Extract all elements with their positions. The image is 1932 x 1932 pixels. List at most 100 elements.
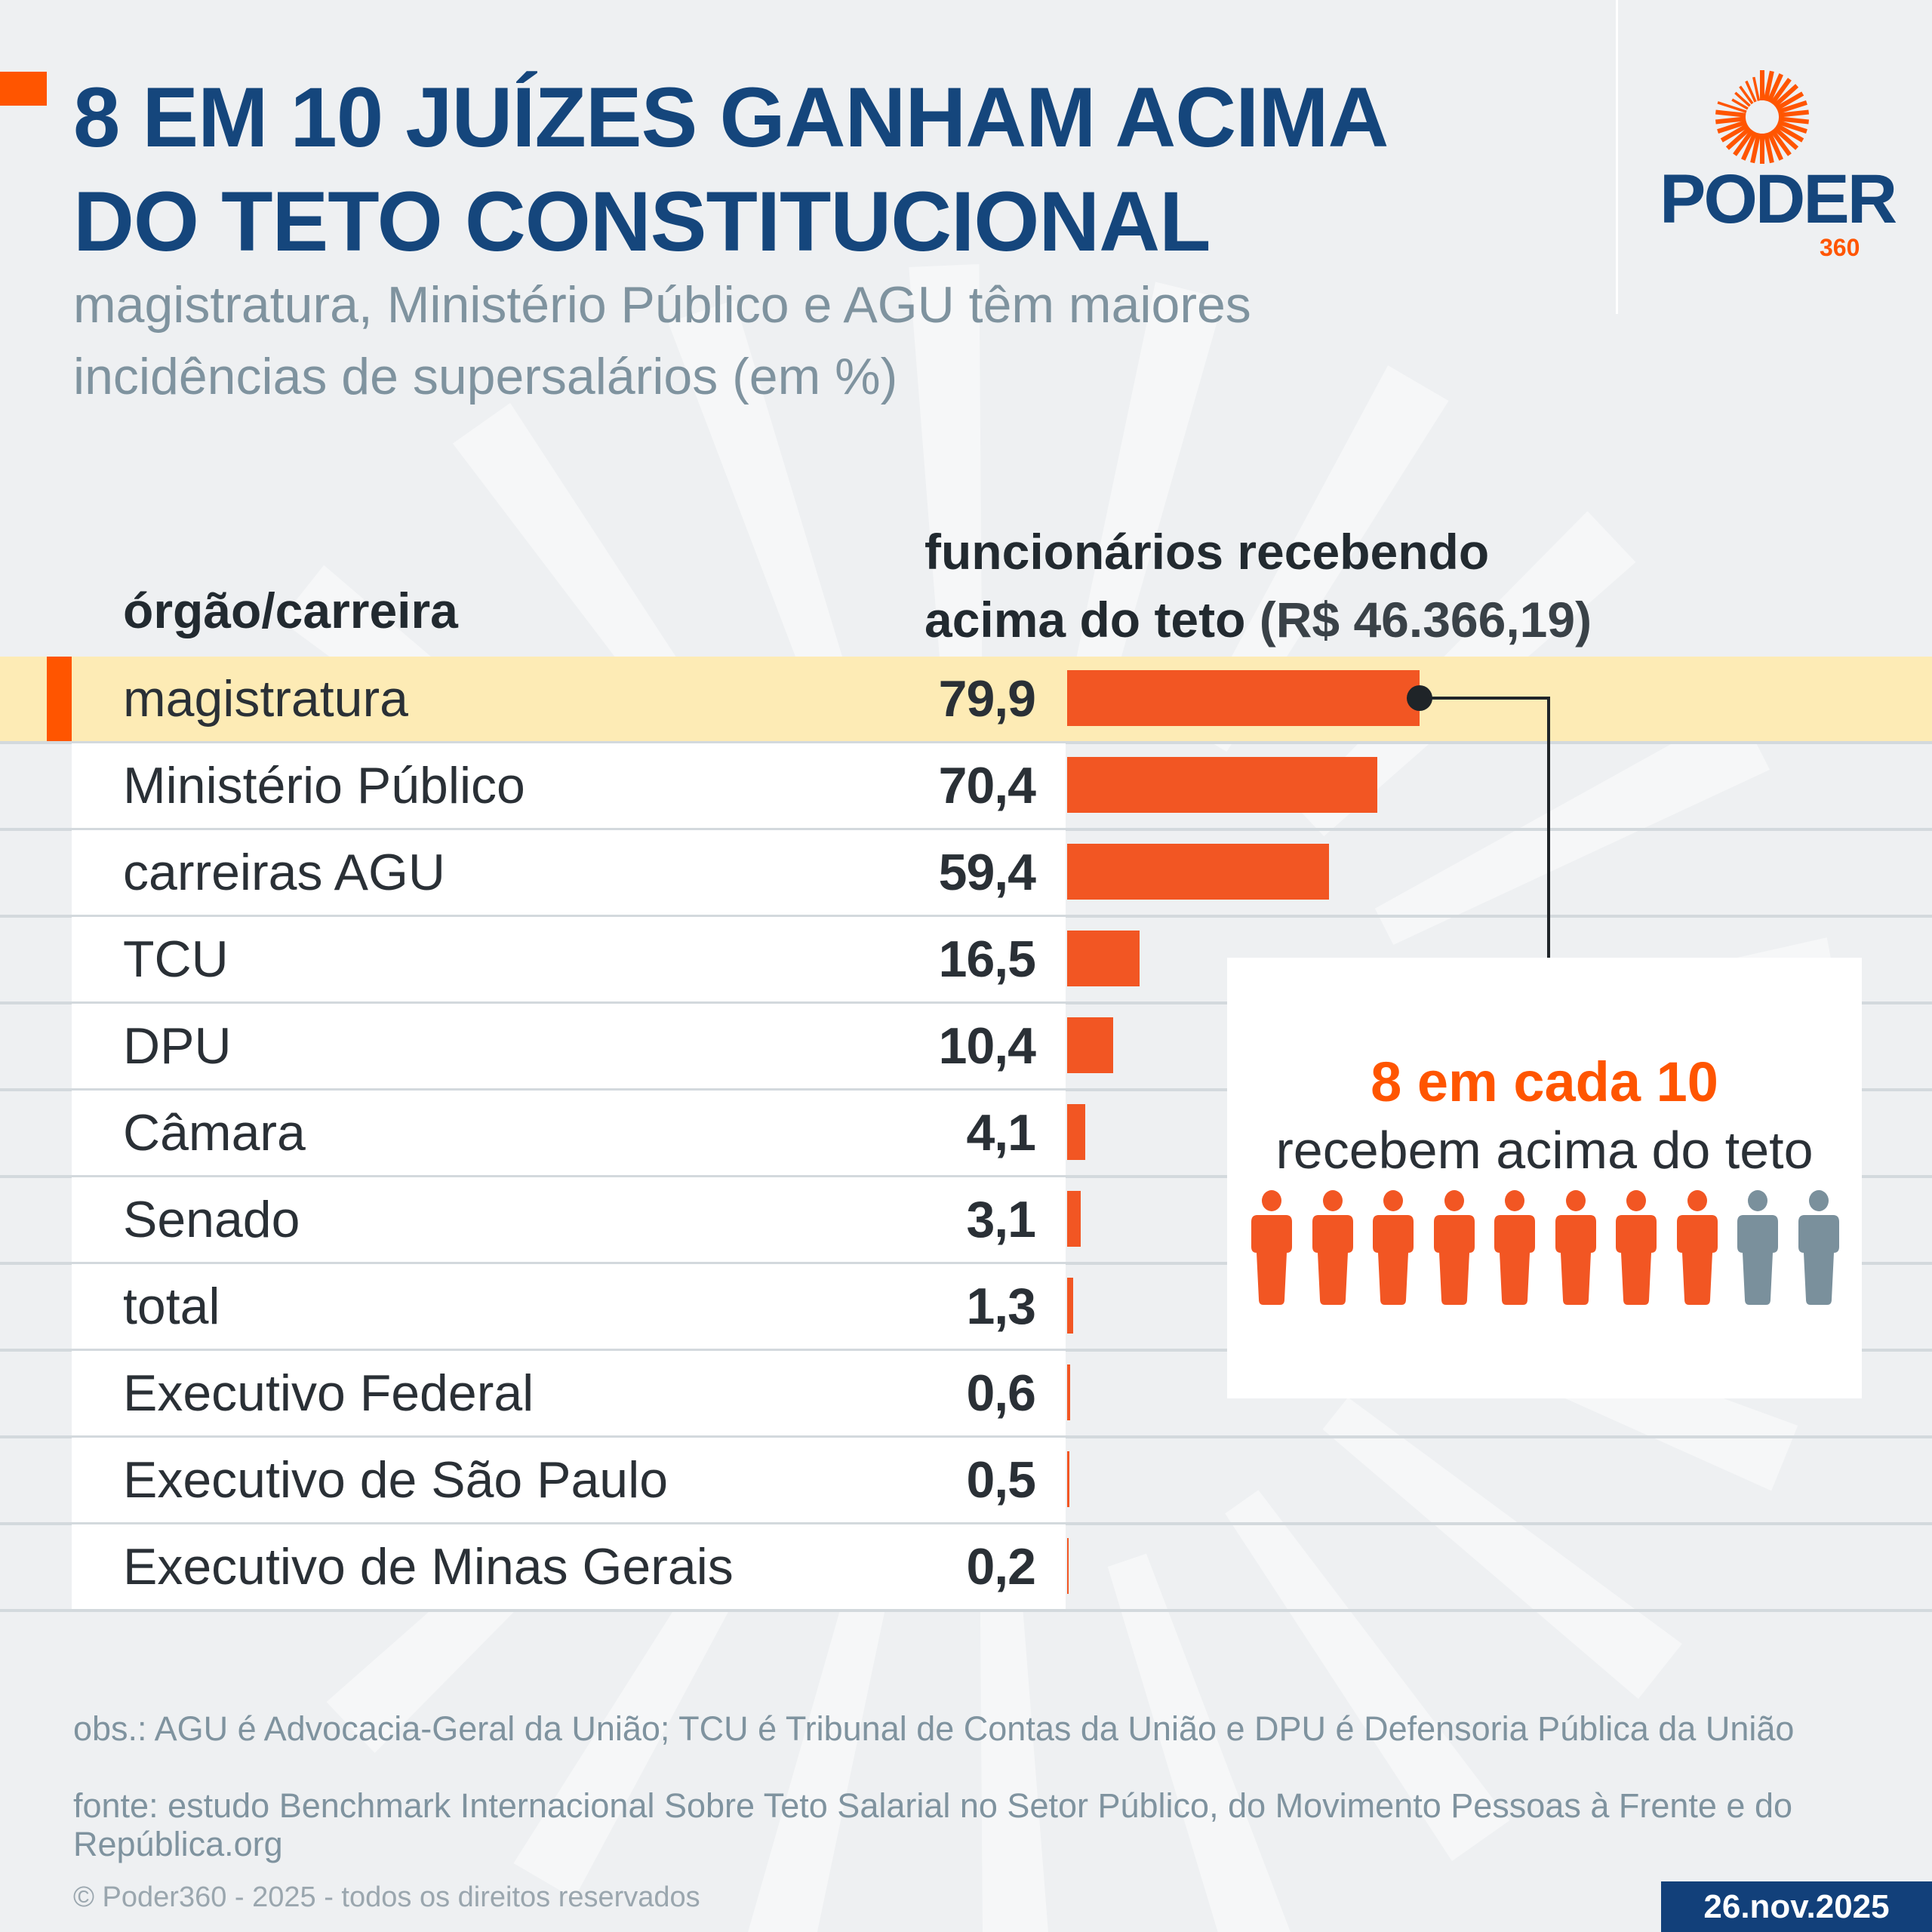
category-label: carreiras AGU [123, 844, 445, 901]
person-filled-icon [1373, 1190, 1414, 1305]
table-row: Executivo de São Paulo 0,5 [0, 1438, 1932, 1525]
logo-ray [1717, 101, 1747, 113]
row-divider [0, 1175, 1932, 1178]
header-divider [1616, 0, 1618, 314]
value-label: 70,4 [938, 757, 1036, 814]
person-filled-icon [1616, 1190, 1657, 1305]
category-label: Ministério Público [123, 757, 525, 814]
copyright: © Poder360 - 2025 - todos os direitos re… [73, 1881, 700, 1913]
column-header-value-note: (R$ 46.366,19) [1259, 592, 1592, 648]
row-background [72, 1351, 1066, 1435]
logo-ray [1775, 123, 1804, 143]
background-ray [980, 1583, 1048, 1932]
bar [1067, 1104, 1085, 1160]
date-badge: 26.nov.2025 [1661, 1881, 1932, 1932]
value-label: 0,2 [966, 1538, 1036, 1595]
background-ray [668, 300, 855, 711]
logo-sub: 360 [1820, 234, 1860, 261]
logo-ray [1745, 80, 1757, 103]
callout-text: recebem acima do teto [1275, 1121, 1814, 1180]
row-divider [0, 1088, 1932, 1091]
table-row: Executivo de Minas Gerais 0,2 [0, 1524, 1932, 1612]
logo-ray [1717, 119, 1748, 134]
background-ray [748, 1566, 893, 1932]
person-filled-icon [1251, 1190, 1292, 1305]
bar [1067, 1451, 1069, 1507]
value-label: 16,5 [938, 931, 1036, 988]
logo-ray [1767, 73, 1783, 103]
row-background [72, 1177, 1066, 1262]
logo-ray [1773, 126, 1799, 150]
table-row: Executivo Federal 0,6 [0, 1351, 1932, 1438]
table-row: magistratura 79,9 [0, 657, 1932, 744]
logo-ray [1739, 85, 1754, 105]
background-ray [1069, 281, 1224, 698]
bar [1067, 1364, 1070, 1420]
table-row: Ministério Público 70,4 [0, 743, 1932, 831]
person-filled-icon [1676, 1190, 1718, 1305]
row-background [72, 743, 1066, 828]
person-empty-icon [1798, 1190, 1839, 1305]
row-background [72, 1438, 1066, 1522]
value-label: 79,9 [938, 670, 1036, 728]
logo-ray [1734, 91, 1751, 107]
background-ray [1322, 1397, 1682, 1700]
background-ray [1191, 365, 1449, 752]
bar [1067, 844, 1330, 900]
background-ray [909, 264, 983, 681]
logo-ray [1715, 116, 1746, 125]
logo-ray [1773, 84, 1799, 108]
logo-ray [1778, 109, 1809, 118]
person-filled-icon [1555, 1190, 1596, 1305]
logo-ray [1733, 129, 1755, 156]
table-row: total 1,3 [0, 1264, 1932, 1352]
logo-ray [1770, 129, 1792, 156]
row-divider [0, 828, 1932, 831]
title-line-1: 8 EM 10 JUÍZES GANHAM ACIMA [73, 70, 1389, 165]
row-background [72, 1004, 1066, 1088]
value-label: 4,1 [966, 1104, 1036, 1161]
category-label: Executivo de Minas Gerais [123, 1538, 734, 1595]
logo-ray [1763, 132, 1774, 164]
row-divider [0, 1522, 1932, 1525]
category-label: magistratura [123, 670, 408, 728]
category-label: Câmara [123, 1104, 306, 1161]
logo-ray [1778, 116, 1809, 125]
category-label: Senado [123, 1191, 300, 1248]
logo-ray [1777, 119, 1807, 134]
row-background [72, 917, 1066, 1001]
bar [1067, 1278, 1073, 1334]
subtitle-line-2: incidências de supersalários (em %) [73, 348, 898, 405]
logo-ray [1775, 91, 1804, 111]
category-label: TCU [123, 931, 229, 988]
logo-ray [1770, 78, 1792, 105]
row-divider [0, 915, 1932, 918]
value-label: 0,6 [966, 1364, 1036, 1422]
person-empty-icon [1737, 1190, 1778, 1305]
table-row: carreiras AGU 59,4 [0, 830, 1932, 918]
logo: PODER 360 [1657, 68, 1897, 264]
people-pictogram [1250, 1190, 1854, 1311]
logo-ray [1741, 131, 1758, 161]
logo-ray [1731, 98, 1749, 110]
person-filled-icon [1312, 1190, 1353, 1305]
logo-ray [1750, 132, 1761, 164]
person-filled-icon [1494, 1190, 1535, 1305]
category-label: DPU [123, 1017, 232, 1075]
column-header-value-1: funcionários recebendo [924, 524, 1490, 580]
row-background [72, 830, 1066, 915]
person-filled-icon [1433, 1190, 1475, 1305]
table-row: DPU 10,4 [0, 1004, 1932, 1091]
logo-ray [1763, 70, 1774, 102]
row-divider [0, 1609, 1932, 1612]
category-label: Executivo de São Paulo [123, 1451, 669, 1509]
logo-ray [1752, 76, 1761, 101]
bar [1067, 1017, 1113, 1073]
logo-ray [1767, 131, 1783, 161]
row-background [0, 657, 1932, 741]
highlight-marker [47, 657, 72, 741]
table-row: Senado 3,1 [0, 1177, 1932, 1265]
bar [1067, 757, 1378, 813]
category-label: Executivo Federal [123, 1364, 534, 1422]
row-background [72, 1524, 1066, 1609]
